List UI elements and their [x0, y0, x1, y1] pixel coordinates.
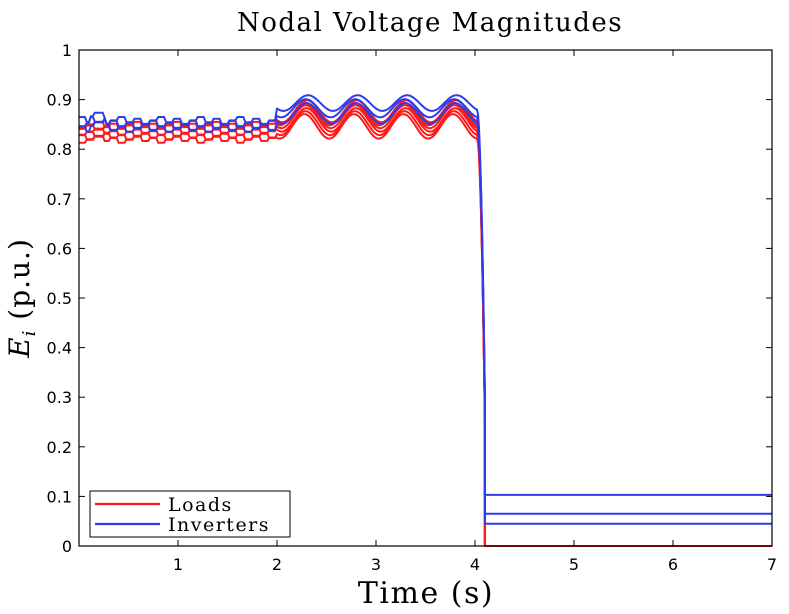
- load-series-line: [79, 99, 772, 547]
- x-tick-label: 5: [569, 555, 579, 574]
- y-tick-label: 0.7: [47, 190, 72, 209]
- y-tick-label: 0: [62, 537, 72, 556]
- x-tick-label: 7: [767, 555, 777, 574]
- y-axis-label-subscript: i: [19, 330, 40, 337]
- y-tick-label: 0.3: [47, 388, 72, 407]
- y-tick-label: 0.2: [47, 438, 72, 457]
- x-ticks: 1 2 3 4 5 6 7: [173, 50, 777, 574]
- y-axis-label-space: [3, 320, 36, 330]
- x-tick-label: 6: [668, 555, 678, 574]
- y-axis-label: Ei (p.u.): [3, 238, 40, 359]
- x-axis-label: Time (s): [358, 576, 494, 611]
- chart-title: Nodal Voltage Magnitudes: [237, 8, 623, 38]
- y-tick-label: 0.6: [47, 239, 72, 258]
- x-tick-label: 1: [173, 555, 183, 574]
- plot-area: 1 2 3 4 5 6 7 0 0.1 0.2 0.3 0.4 0.5 0.6 0.7 0.8 0.9 1: [47, 41, 778, 574]
- legend-label-inverters: Inverters: [168, 514, 270, 536]
- y-axis-label-symbol: E: [3, 336, 36, 358]
- y-ticks: 0 0.1 0.2 0.3 0.4 0.5 0.6 0.7 0.8 0.9 1: [47, 41, 772, 556]
- y-tick-label: 0.8: [47, 140, 72, 159]
- y-tick-label: 0.5: [47, 289, 72, 308]
- legend-label-loads: Loads: [168, 494, 233, 516]
- y-axis-label-unit: (p.u.): [3, 238, 36, 320]
- y-tick-label: 0.9: [47, 91, 72, 110]
- y-tick-label: 0.1: [47, 487, 72, 506]
- series-group: [79, 94, 772, 547]
- x-tick-label: 2: [272, 555, 282, 574]
- y-tick-label: 1: [62, 41, 72, 60]
- x-tick-label: 4: [470, 555, 480, 574]
- load-series-line: [79, 113, 772, 547]
- y-tick-label: 0.4: [47, 339, 72, 358]
- legend-box: [89, 490, 291, 538]
- x-tick-label: 3: [371, 555, 381, 574]
- load-series-line: [79, 104, 772, 547]
- inverter-series-line: [79, 94, 772, 496]
- legend: Loads Inverters: [89, 490, 291, 538]
